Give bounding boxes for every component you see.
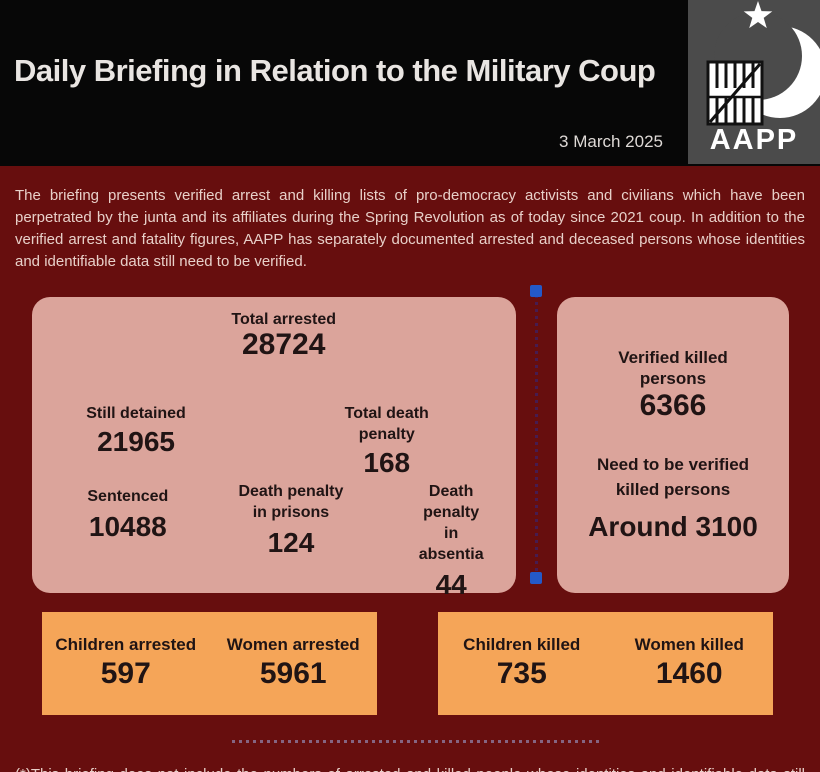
intro-paragraph: The briefing presents verified arrest an… bbox=[15, 187, 805, 270]
prison-bars-icon bbox=[706, 60, 764, 126]
stat-value: 28724 bbox=[241, 328, 326, 361]
stat-children-arrested: Children arrested 597 bbox=[42, 612, 210, 690]
stat-women-killed: Women killed 1460 bbox=[606, 612, 774, 690]
stat-value: 597 bbox=[100, 657, 151, 690]
arrest-stats-panel: Total arrested 28724 Still detained 2196… bbox=[32, 297, 516, 600]
stat-label: Still detained bbox=[86, 405, 186, 422]
stat-verified-killed: Verified killed persons 6366 bbox=[615, 347, 731, 421]
stat-label: Death penalty in prisons bbox=[238, 483, 344, 521]
arrest-demographics-box: Children arrested 597 Women arrested 596… bbox=[42, 612, 377, 715]
stat-value: 21965 bbox=[97, 426, 175, 457]
stat-label: Women arrested bbox=[226, 635, 360, 654]
killed-demographics-box: Children killed 735 Women killed 1460 bbox=[438, 612, 773, 715]
horizontal-dotted-divider bbox=[232, 740, 600, 743]
stat-label: Death penalty in absentia bbox=[418, 483, 484, 563]
aapp-logo-graphic bbox=[706, 1, 820, 126]
stat-children-killed: Children killed 735 bbox=[438, 612, 606, 690]
aapp-logo: AAPP bbox=[688, 0, 820, 164]
star-icon bbox=[743, 1, 773, 29]
stat-total-death-penalty: Total death penalty 168 bbox=[322, 403, 451, 478]
stat-value: 44 bbox=[435, 569, 467, 600]
killed-stats-panel: Verified killed persons 6366 Need to be … bbox=[557, 297, 789, 593]
stat-total-arrested: Total arrested 28724 bbox=[231, 309, 336, 360]
stat-label: Sentenced bbox=[87, 488, 169, 505]
stat-value: Around 3100 bbox=[588, 511, 758, 542]
divider-endpoint-top bbox=[530, 285, 542, 297]
stat-label: Women killed bbox=[634, 635, 744, 654]
briefing-date: 3 March 2025 bbox=[559, 132, 663, 151]
stat-value: 5961 bbox=[259, 657, 327, 690]
stat-value: 124 bbox=[267, 527, 315, 558]
stat-value: 735 bbox=[496, 657, 547, 690]
stat-label: Children arrested bbox=[55, 635, 197, 654]
vertical-dotted-divider bbox=[535, 295, 538, 577]
stat-label: Total death penalty bbox=[344, 405, 429, 443]
header: Daily Briefing in Relation to the Milita… bbox=[0, 0, 820, 166]
stat-need-verified-killed: Need to be verified killed persons Aroun… bbox=[588, 452, 758, 542]
stat-women-arrested: Women arrested 5961 bbox=[210, 612, 378, 690]
stat-label: Children killed bbox=[463, 635, 581, 654]
footer-text-clipped: (*)This briefing does not include the nu… bbox=[15, 764, 805, 772]
stat-value: 10488 bbox=[88, 511, 167, 542]
stat-death-penalty-prisons: Death penalty in prisons 124 bbox=[238, 481, 343, 558]
stat-value: 168 bbox=[363, 447, 411, 478]
divider-endpoint-bottom bbox=[530, 572, 542, 584]
aapp-logo-text: AAPP bbox=[709, 124, 799, 156]
stat-label: Verified killed persons bbox=[618, 348, 728, 388]
stat-value: 6366 bbox=[639, 389, 707, 422]
stat-label: Need to be verified killed persons bbox=[596, 455, 750, 499]
stat-still-detained: Still detained 21965 bbox=[86, 403, 186, 457]
stat-value: 1460 bbox=[655, 657, 723, 690]
page-title: Daily Briefing in Relation to the Milita… bbox=[14, 53, 656, 88]
stat-death-penalty-absentia: Death penalty in absentia 44 bbox=[419, 481, 484, 600]
stat-label: Total arrested bbox=[231, 311, 336, 328]
stat-sentenced: Sentenced 10488 bbox=[87, 486, 168, 542]
